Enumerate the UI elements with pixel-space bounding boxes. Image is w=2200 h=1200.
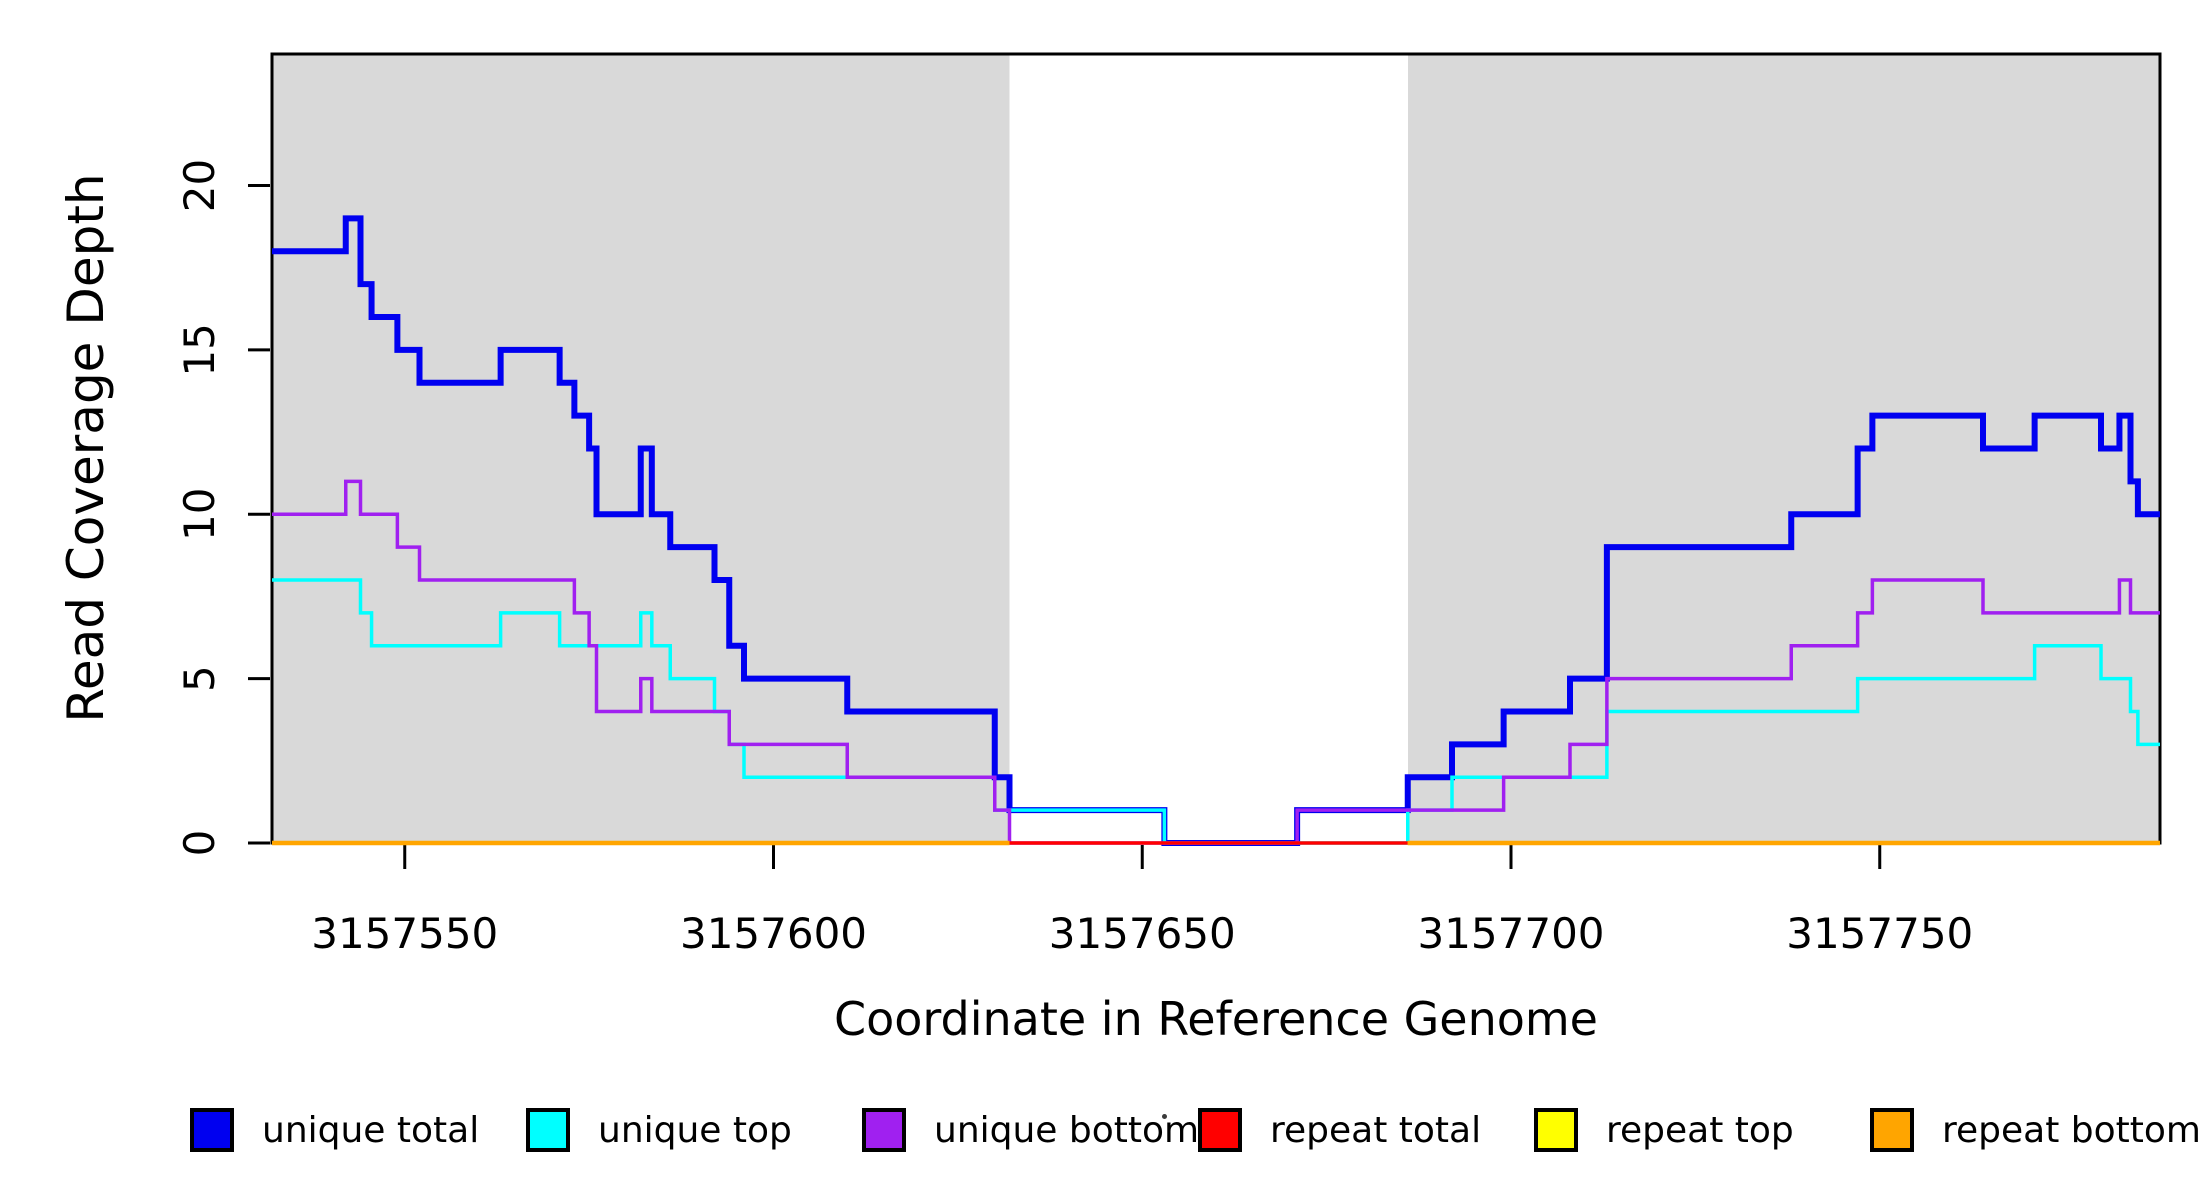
- legend-swatch-unique-top: [526, 1108, 570, 1152]
- legend-label: unique total: [262, 1109, 480, 1151]
- stray-dot: [1162, 1114, 1167, 1119]
- series-line-unique-total: [272, 215, 2160, 846]
- legend-label: repeat top: [1606, 1109, 1794, 1151]
- x-tick-label: 3157650: [1049, 909, 1236, 958]
- y-tick-label: 0: [175, 830, 224, 857]
- y-tick-label: 5: [175, 665, 224, 692]
- legend-swatch-repeat-bottom: [1870, 1108, 1914, 1152]
- legend-swatch-repeat-total: [1198, 1108, 1242, 1152]
- x-tick-label: 3157550: [311, 909, 498, 958]
- legend-item-repeat-total: repeat total: [1198, 1105, 1481, 1155]
- legend-label: repeat total: [1270, 1109, 1482, 1151]
- series-line-unique-bottom: [272, 479, 2160, 845]
- x-axis-title: Coordinate in Reference Genome: [834, 992, 1598, 1046]
- legend-item-repeat-bottom: repeat bottom: [1870, 1105, 2200, 1155]
- legend-swatch-repeat-top: [1534, 1108, 1578, 1152]
- y-tick-label: 20: [175, 159, 224, 212]
- legend-item-unique-top: unique top: [526, 1105, 792, 1155]
- x-tick-label: 3157700: [1417, 909, 1604, 958]
- legend-swatch-unique-bottom: [862, 1108, 906, 1152]
- x-tick-label: 3157750: [1786, 909, 1973, 958]
- legend-label: repeat bottom: [1942, 1109, 2200, 1151]
- legend-label: unique bottom: [934, 1109, 1200, 1151]
- legend-item-repeat-top: repeat top: [1534, 1105, 1794, 1155]
- legend-swatch-unique-total: [190, 1108, 234, 1152]
- legend-label: unique top: [598, 1109, 792, 1151]
- legend-item-unique-total: unique total: [190, 1105, 479, 1155]
- x-tick-label: 3157600: [680, 909, 867, 958]
- legend-item-unique-bottom: unique bottom: [862, 1105, 1199, 1155]
- y-tick-label: 15: [175, 323, 224, 376]
- legend: unique total unique top unique bottom repea…: [0, 1105, 2200, 1165]
- shaded-region-2: [1407, 54, 2160, 843]
- y-tick-label: 10: [175, 488, 224, 541]
- y-axis-title: Read Coverage Depth: [57, 173, 115, 723]
